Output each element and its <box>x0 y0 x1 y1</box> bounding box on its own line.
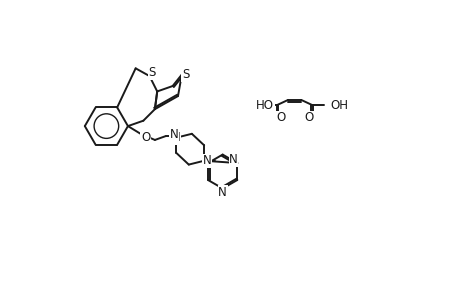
Text: O: O <box>303 111 313 124</box>
Text: HO: HO <box>256 99 274 112</box>
Text: S: S <box>148 67 155 80</box>
Text: N: N <box>218 186 227 199</box>
Text: N: N <box>172 131 180 144</box>
Text: S: S <box>182 68 189 81</box>
Text: N: N <box>202 154 211 167</box>
Text: O: O <box>276 111 285 124</box>
Text: N: N <box>169 128 178 141</box>
Text: O: O <box>141 131 150 144</box>
Text: N: N <box>229 154 237 166</box>
Text: OH: OH <box>330 99 348 112</box>
